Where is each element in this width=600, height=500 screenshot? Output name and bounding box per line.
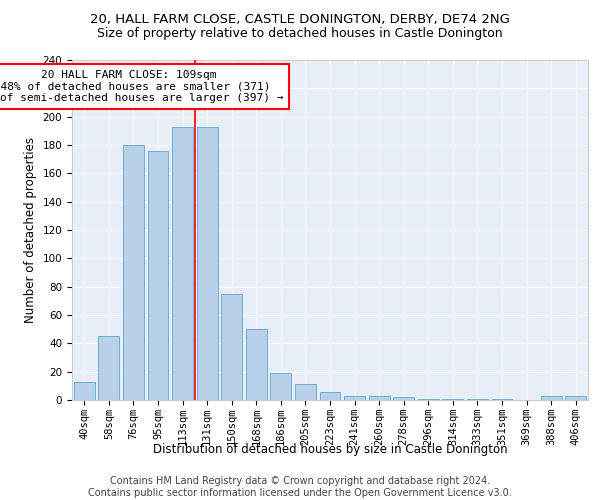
Text: 20 HALL FARM CLOSE: 109sqm
← 48% of detached houses are smaller (371)
51% of sem: 20 HALL FARM CLOSE: 109sqm ← 48% of deta… [0, 70, 284, 103]
Bar [123, 145, 144, 400]
Bar [418, 398, 439, 400]
Bar [320, 392, 340, 400]
Text: Distribution of detached houses by size in Castle Donington: Distribution of detached houses by size … [152, 442, 508, 456]
Bar [541, 396, 562, 400]
Bar [98, 336, 119, 400]
Bar [148, 150, 169, 400]
Bar [197, 126, 218, 400]
Bar [393, 397, 414, 400]
Text: Size of property relative to detached houses in Castle Donington: Size of property relative to detached ho… [97, 28, 503, 40]
Bar [565, 396, 586, 400]
Bar [271, 373, 292, 400]
Bar [221, 294, 242, 400]
Bar [442, 398, 463, 400]
Y-axis label: Number of detached properties: Number of detached properties [24, 137, 37, 323]
Bar [491, 398, 512, 400]
Bar [467, 398, 488, 400]
Text: Contains HM Land Registry data © Crown copyright and database right 2024.
Contai: Contains HM Land Registry data © Crown c… [88, 476, 512, 498]
Text: 20, HALL FARM CLOSE, CASTLE DONINGTON, DERBY, DE74 2NG: 20, HALL FARM CLOSE, CASTLE DONINGTON, D… [90, 12, 510, 26]
Bar [344, 396, 365, 400]
Bar [74, 382, 95, 400]
Bar [368, 396, 389, 400]
Bar [295, 384, 316, 400]
Bar [172, 126, 193, 400]
Bar [246, 329, 267, 400]
